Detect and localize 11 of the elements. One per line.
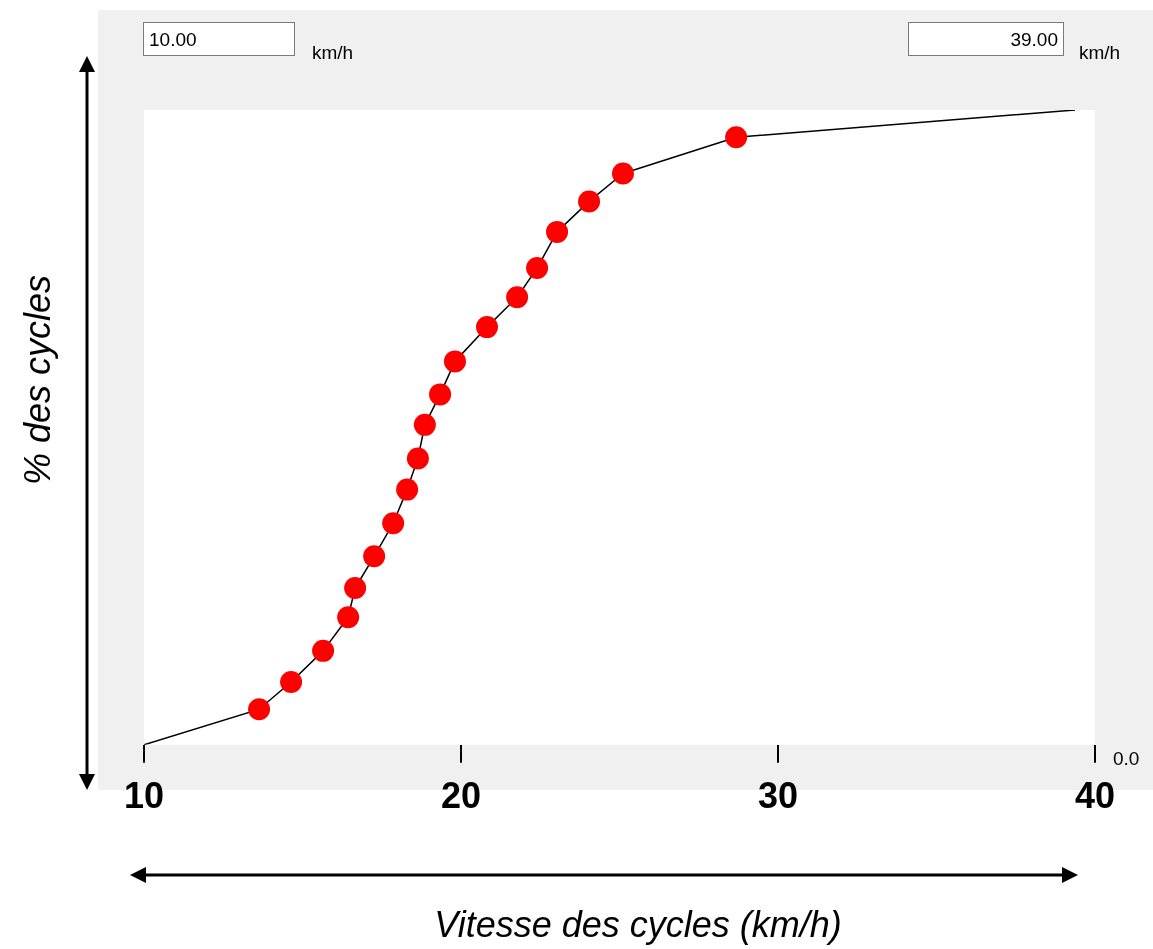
x-tick-label: 20: [440, 775, 482, 817]
text-field: 39.00: [908, 22, 1064, 56]
y-axis-title: % des cycles: [17, 274, 59, 486]
x-axis-title: Vitesse des cycles (km/h): [434, 904, 842, 946]
text: km/h: [1079, 42, 1121, 64]
x-tick-label: 40: [1074, 775, 1116, 817]
x-tick-label: 10: [123, 775, 165, 817]
text-field: 10.00: [143, 22, 295, 56]
x-tick-label: 30: [757, 775, 799, 817]
text: 0.0: [1113, 748, 1140, 770]
text: km/h: [312, 42, 354, 64]
